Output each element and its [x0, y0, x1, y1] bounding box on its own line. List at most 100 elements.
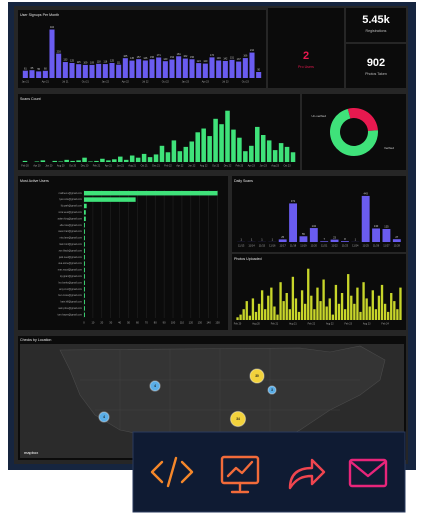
x-tick-label: Jan 21 — [22, 81, 30, 84]
bar — [256, 72, 262, 78]
bar — [331, 314, 335, 320]
bar — [325, 306, 328, 320]
bar — [260, 135, 266, 162]
bar — [171, 140, 177, 162]
bar — [84, 242, 85, 247]
data-label: 162 — [183, 55, 188, 58]
y-tick-label: leo.banks@gmail.com — [58, 281, 82, 284]
embed-code-icon[interactable] — [150, 456, 194, 488]
bar — [229, 59, 235, 78]
bar — [270, 287, 273, 320]
y-tick-label: max.wood@gmail.com — [58, 269, 82, 272]
bar — [347, 274, 350, 320]
bar — [84, 216, 86, 222]
cluster-count: 3 — [271, 388, 273, 392]
bar — [153, 154, 159, 162]
bar — [249, 52, 255, 78]
bar — [390, 293, 393, 320]
share-icon[interactable] — [288, 458, 326, 490]
bar — [310, 295, 313, 320]
x-tick-label: Apr 23 — [202, 81, 210, 84]
bar — [242, 58, 248, 78]
map-cluster — [98, 411, 110, 423]
x-tick-label: Jan 22 — [102, 81, 110, 84]
bar — [294, 298, 298, 320]
x-tick-label: Jul 23 — [222, 81, 229, 84]
x-tick-label: 11/26 — [373, 244, 380, 248]
bar — [350, 295, 353, 320]
bar — [340, 293, 344, 320]
bar — [309, 228, 318, 242]
y-tick-label: nora.west@gmail.com — [58, 211, 82, 214]
panel — [346, 44, 406, 88]
bar — [52, 160, 58, 162]
x-tick-label: Oct 23 — [284, 165, 292, 168]
x-tick-label: Aug 21 — [128, 165, 136, 168]
x-tick-label: Jun 22 — [188, 165, 196, 168]
data-label: 1 — [272, 238, 274, 242]
cluster-count: 4 — [154, 384, 156, 388]
data-label: 60 — [44, 67, 47, 70]
bar — [297, 311, 301, 320]
data-label: 137 — [237, 58, 242, 61]
bar — [189, 59, 195, 78]
x-tick-label: Jun 20 — [45, 165, 53, 168]
bar — [76, 160, 81, 162]
bar — [84, 274, 85, 279]
bar — [307, 268, 310, 320]
bar — [84, 254, 85, 260]
bar — [100, 158, 105, 162]
bar — [84, 267, 85, 273]
bar — [64, 159, 69, 162]
x-tick-label: Aug 22 — [326, 323, 334, 326]
y-tick-label: amy.cruz@gmail.com — [59, 288, 82, 291]
x-tick-label: 11/25 — [363, 244, 370, 248]
bar — [70, 160, 75, 162]
bar — [284, 146, 290, 162]
presentation-icon[interactable] — [220, 455, 260, 494]
bar — [377, 295, 381, 320]
data-label: 151 — [230, 57, 235, 60]
data-label: 157 — [137, 56, 142, 59]
x-tick-label: 11/16 — [269, 244, 276, 248]
bar — [393, 301, 396, 320]
x-tick-label: 11/20 — [311, 244, 318, 248]
bar — [290, 152, 296, 162]
x-tick-label: Apr 20 — [33, 165, 41, 168]
map-cluster — [229, 410, 247, 428]
bar — [219, 124, 224, 162]
bar — [84, 280, 85, 286]
data-label: 50 — [257, 69, 260, 72]
panel-title: Checks by Location — [20, 338, 51, 342]
x-tick-label: Feb 20 — [21, 165, 29, 168]
y-tick-label: ella.ross@gmail.com — [60, 224, 82, 227]
bar — [165, 152, 171, 162]
bar — [255, 126, 260, 162]
bar — [84, 203, 87, 209]
bar — [149, 59, 155, 78]
y-tick-label: ben.moss@gmail.com — [58, 294, 82, 297]
panel — [346, 8, 406, 42]
bar — [225, 110, 230, 162]
email-icon[interactable] — [348, 458, 388, 488]
x-tick-label: 11/27 — [383, 244, 390, 248]
bar — [82, 64, 88, 78]
x-tick-label: Jul 21 — [62, 81, 69, 84]
bar — [382, 229, 391, 242]
bar — [320, 241, 329, 242]
data-label: 120 — [203, 60, 208, 63]
x-tick-label: Jun 21 — [117, 165, 125, 168]
x-tick-label: 11/14 — [248, 244, 255, 248]
legend-label: Verified — [384, 146, 394, 150]
bar — [183, 146, 189, 162]
x-tick-label: Dec 21 — [152, 165, 160, 168]
legend-label: Un-verified — [311, 114, 326, 118]
bar — [303, 303, 307, 320]
data-label: 443 — [364, 192, 369, 196]
bar — [396, 309, 399, 320]
donut-segment — [330, 108, 378, 156]
bar — [82, 157, 87, 162]
bar — [361, 195, 370, 242]
bar — [316, 287, 319, 320]
